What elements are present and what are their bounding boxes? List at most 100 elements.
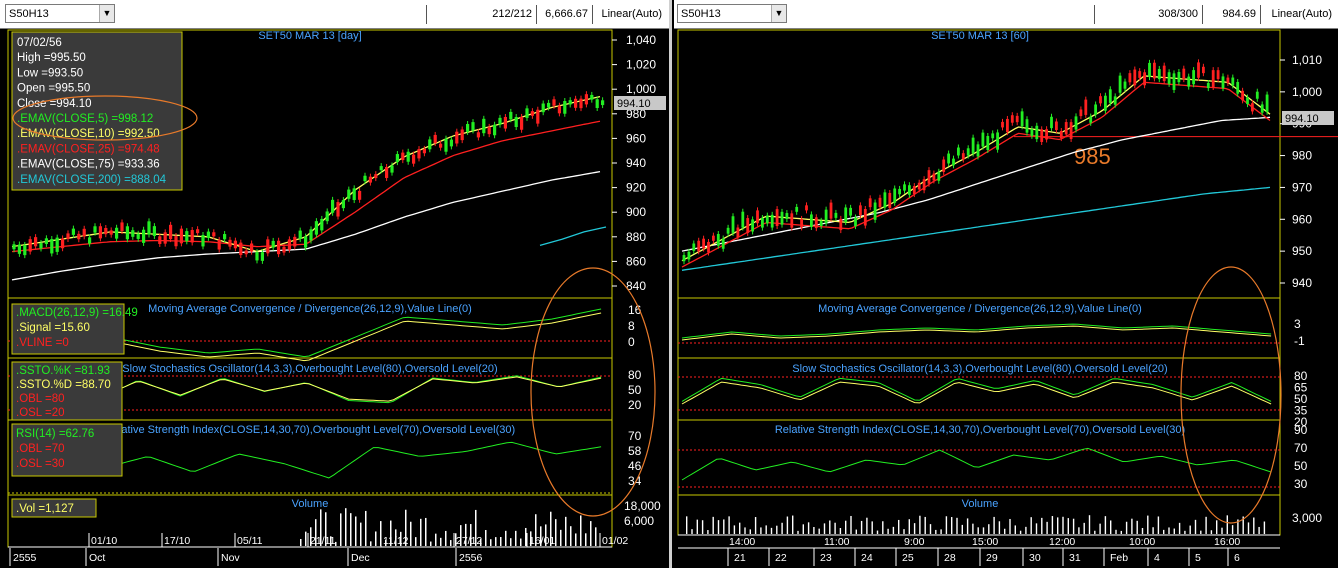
candle (1079, 109, 1083, 117)
candle (957, 147, 960, 156)
candle (282, 246, 286, 253)
ema75-line (681, 116, 1271, 252)
month-label: Oct (89, 552, 105, 564)
left-scale[interactable]: Linear(Auto) (592, 5, 666, 24)
candle (34, 237, 38, 247)
candle (819, 220, 823, 226)
volume-bar (1035, 523, 1038, 534)
chevron-down-icon[interactable]: ▼ (99, 5, 114, 22)
candle (71, 228, 75, 235)
candle (260, 252, 264, 261)
volume-bar (560, 529, 562, 546)
sto-k-line (681, 377, 1272, 402)
chart-title: SET50 MAR 13 [day] (258, 30, 361, 42)
volume-bar (440, 537, 442, 546)
day-label: Feb (1110, 552, 1128, 564)
volume-bar (1125, 521, 1128, 534)
candle (1108, 89, 1112, 103)
candle (780, 211, 784, 225)
volume-bar (530, 531, 532, 546)
macd-tick-label: -1 (1294, 334, 1305, 348)
candle (1001, 121, 1004, 128)
candle (1113, 96, 1117, 105)
candle (687, 251, 691, 260)
candle (1167, 72, 1171, 84)
candle (250, 243, 254, 252)
candle (55, 237, 59, 252)
candle (893, 188, 897, 203)
volume-bar (400, 531, 402, 546)
left-symbol-select[interactable]: S50H13 ▼ (5, 4, 115, 23)
candle (912, 186, 916, 195)
candle (859, 205, 862, 216)
price-tick-label: 840 (626, 279, 646, 293)
volume-bar (1242, 516, 1244, 534)
candle (568, 100, 572, 105)
info-line: .EMAV(CLOSE,10) =992.50 (17, 128, 160, 140)
right-scale[interactable]: Linear(Auto) (1260, 5, 1336, 24)
volume-bar (892, 526, 895, 534)
candle (1010, 115, 1014, 123)
candle (736, 227, 740, 238)
candle (1148, 62, 1151, 78)
candle (455, 131, 459, 144)
volume-bar (300, 538, 302, 546)
volume-bar (723, 519, 725, 534)
volume-bar (360, 522, 362, 546)
candle (707, 241, 710, 253)
volume-bar (712, 516, 714, 534)
volume-bar (691, 529, 693, 534)
candle (104, 228, 108, 235)
sto-box-line: .OBL =80 (16, 393, 64, 405)
volume-bar (545, 524, 547, 546)
price-tick-label: 980 (1292, 149, 1312, 163)
volume-bar (1178, 522, 1181, 534)
candle (595, 99, 599, 109)
rsi-title: Relative Strength Index(CLOSE,14,30,70),… (105, 424, 515, 436)
last-price-tag (1282, 111, 1334, 125)
time-tick-label: 11:00 (824, 536, 850, 548)
volume-bar (1094, 530, 1096, 534)
candle (1045, 129, 1048, 140)
candle (1226, 77, 1230, 83)
candle (1206, 82, 1210, 89)
volume-bar (770, 527, 773, 534)
volume-bar (495, 537, 497, 546)
candle (136, 233, 140, 239)
right-symbol-select[interactable]: S50H13 ▼ (677, 4, 787, 23)
volume-bar (590, 521, 592, 546)
candle (1192, 70, 1195, 85)
volume-bar (340, 513, 342, 546)
candle (536, 109, 540, 124)
rsi-tick-label: 70 (628, 429, 642, 443)
day-label: 30 (1029, 552, 1041, 564)
volume-bar (839, 528, 842, 534)
time-tick-label: 14:00 (729, 536, 755, 548)
sto-title: Slow Stochastics Oscillator(14,3,3),Over… (792, 363, 1167, 375)
candle (304, 236, 308, 248)
candle (93, 226, 97, 233)
chevron-down-icon[interactable]: ▼ (771, 5, 786, 22)
price-tick-label: 860 (626, 254, 646, 268)
month-label: 2556 (459, 552, 483, 564)
candle (1246, 97, 1249, 105)
volume-bar (1194, 519, 1197, 534)
right-chart-panel: S50H13 ▼ 308/300 984.69 Linear(Auto) 1,0… (674, 0, 1338, 568)
candle (406, 151, 410, 162)
macd-box-line: .Signal =15.60 (16, 322, 90, 334)
day-label: 23 (820, 552, 832, 564)
annotation-ellipse (530, 267, 656, 517)
candle (883, 192, 887, 208)
candle (61, 238, 65, 249)
volume-bar (686, 516, 688, 534)
volume-bar (305, 531, 307, 546)
candle (1255, 91, 1259, 99)
volume-tick-label: 18,000 (624, 499, 661, 513)
candle (325, 211, 329, 222)
candle (557, 105, 561, 114)
volume-bar (1152, 527, 1154, 534)
price-tick-label: 1,040 (626, 33, 656, 47)
volume-bar (1184, 530, 1186, 534)
candle (1069, 122, 1073, 139)
candle (1050, 116, 1053, 129)
